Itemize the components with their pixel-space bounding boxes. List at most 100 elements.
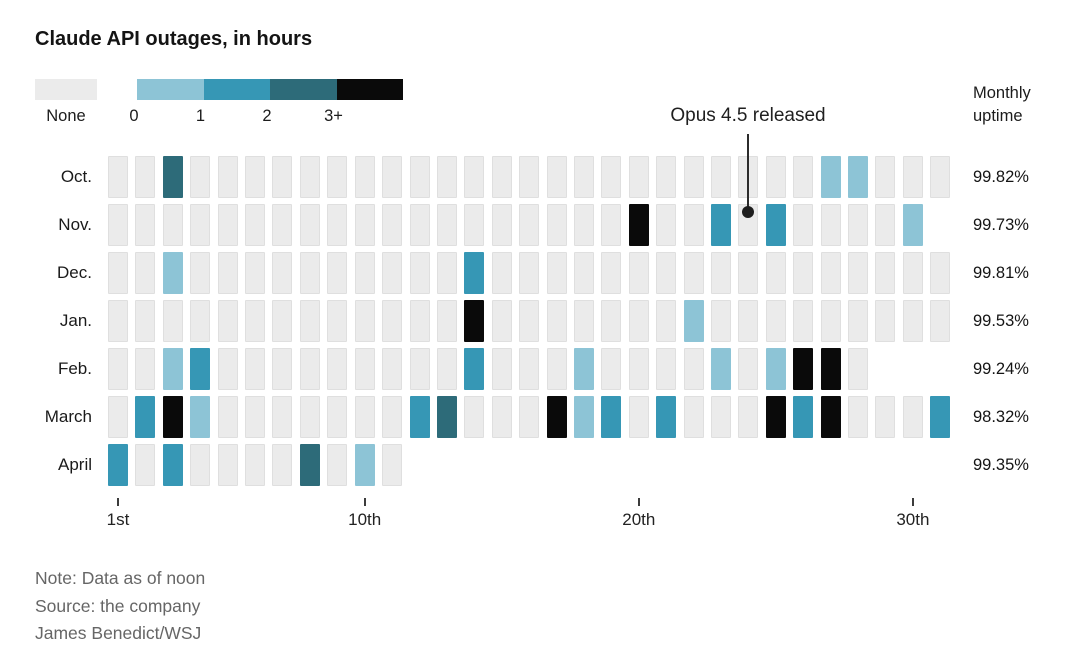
cell-nov-30	[902, 204, 923, 246]
cell-jan-7	[272, 300, 293, 342]
cell-nov-8	[299, 204, 320, 246]
cell-oct-3	[162, 156, 183, 198]
cell-oct-20	[628, 156, 649, 198]
cell-jan-18	[573, 300, 594, 342]
cell-jan-12	[409, 300, 430, 342]
cell-oct-7	[272, 156, 293, 198]
cell-feb-28	[848, 348, 869, 390]
cell-jan-22	[683, 300, 704, 342]
cell-jan-8	[299, 300, 320, 342]
cell-dec-21	[656, 252, 677, 294]
cell-dec-8	[299, 252, 320, 294]
cell-nov-5	[217, 204, 238, 246]
cell-march-30	[902, 396, 923, 438]
legend-segment-2	[270, 79, 337, 100]
cell-nov-17	[546, 204, 567, 246]
cell-dec-1	[108, 252, 128, 294]
cell-oct-30	[902, 156, 923, 198]
cell-jan-20	[628, 300, 649, 342]
cell-jan-5	[217, 300, 238, 342]
cell-dec-29	[875, 252, 896, 294]
cell-march-28	[848, 396, 869, 438]
cell-march-13	[436, 396, 457, 438]
cell-april-1	[108, 444, 128, 486]
cell-oct-10	[354, 156, 375, 198]
monthly-uptime-header: Monthly uptime	[973, 82, 1031, 128]
cell-jan-1	[108, 300, 128, 342]
cell-oct-5	[217, 156, 238, 198]
cell-march-26	[793, 396, 814, 438]
cell-dec-27	[820, 252, 841, 294]
cell-nov-6	[245, 204, 266, 246]
cell-jan-21	[656, 300, 677, 342]
cell-nov-27	[820, 204, 841, 246]
cell-oct-19	[601, 156, 622, 198]
cell-dec-20	[628, 252, 649, 294]
cell-april-5	[217, 444, 238, 486]
cell-dec-18	[573, 252, 594, 294]
cell-feb-5	[217, 348, 238, 390]
cell-feb-7	[272, 348, 293, 390]
cell-oct-28	[848, 156, 869, 198]
cell-march-21	[656, 396, 677, 438]
cell-jan-16	[519, 300, 540, 342]
cell-dec-31	[930, 252, 951, 294]
cell-jan-31	[930, 300, 951, 342]
cell-oct-14	[464, 156, 485, 198]
cell-oct-26	[793, 156, 814, 198]
cell-dec-25	[765, 252, 786, 294]
x-tick-30th	[911, 498, 914, 506]
cell-dec-10	[354, 252, 375, 294]
monthly-uptime-header-line1: Monthly	[973, 84, 1031, 102]
cell-dec-24	[738, 252, 759, 294]
cell-march-7	[272, 396, 293, 438]
cell-dec-14	[464, 252, 485, 294]
cell-jan-9	[327, 300, 348, 342]
cell-nov-25	[765, 204, 786, 246]
cell-nov-2	[135, 204, 156, 246]
cell-jan-14	[464, 300, 485, 342]
cell-dec-28	[848, 252, 869, 294]
month-label-march: March	[44, 407, 92, 426]
cell-nov-15	[491, 204, 512, 246]
annotation-pointer-line	[747, 134, 749, 207]
x-tick-10th	[363, 498, 366, 506]
cell-nov-19	[601, 204, 622, 246]
cell-oct-13	[436, 156, 457, 198]
legend-label-2: 2	[262, 107, 272, 125]
note-line: Note: Data as of noon	[35, 568, 206, 588]
cell-feb-2	[135, 348, 156, 390]
cell-feb-8	[299, 348, 320, 390]
cell-oct-6	[245, 156, 266, 198]
uptime-dec: 99.81%	[973, 263, 1029, 282]
x-tick-20th	[637, 498, 640, 506]
cell-nov-10	[354, 204, 375, 246]
cell-jan-3	[162, 300, 183, 342]
monthly-uptime-header-line2: uptime	[973, 107, 1023, 125]
cell-march-18	[573, 396, 594, 438]
cell-march-27	[820, 396, 841, 438]
cell-jan-11	[382, 300, 403, 342]
cell-april-3	[162, 444, 183, 486]
cell-feb-13	[436, 348, 457, 390]
cell-dec-13	[436, 252, 457, 294]
cell-jan-30	[902, 300, 923, 342]
x-tick-label-10th: 10th	[348, 510, 382, 529]
legend-label-3+: 3+	[324, 107, 343, 125]
month-label-april: April	[57, 455, 92, 474]
cell-dec-30	[902, 252, 923, 294]
cell-dec-16	[519, 252, 540, 294]
source-line: Source: the company	[35, 595, 201, 616]
cell-march-17	[546, 396, 567, 438]
legend-color-bar	[137, 79, 403, 100]
cell-dec-22	[683, 252, 704, 294]
cell-feb-21	[656, 348, 677, 390]
chart-title: Claude API outages, in hours	[35, 28, 313, 50]
cell-march-20	[628, 396, 649, 438]
cell-march-29	[875, 396, 896, 438]
cell-oct-17	[546, 156, 567, 198]
legend-segment-3+	[336, 79, 403, 100]
cell-april-7	[272, 444, 293, 486]
cell-jan-4	[190, 300, 211, 342]
cell-nov-12	[409, 204, 430, 246]
